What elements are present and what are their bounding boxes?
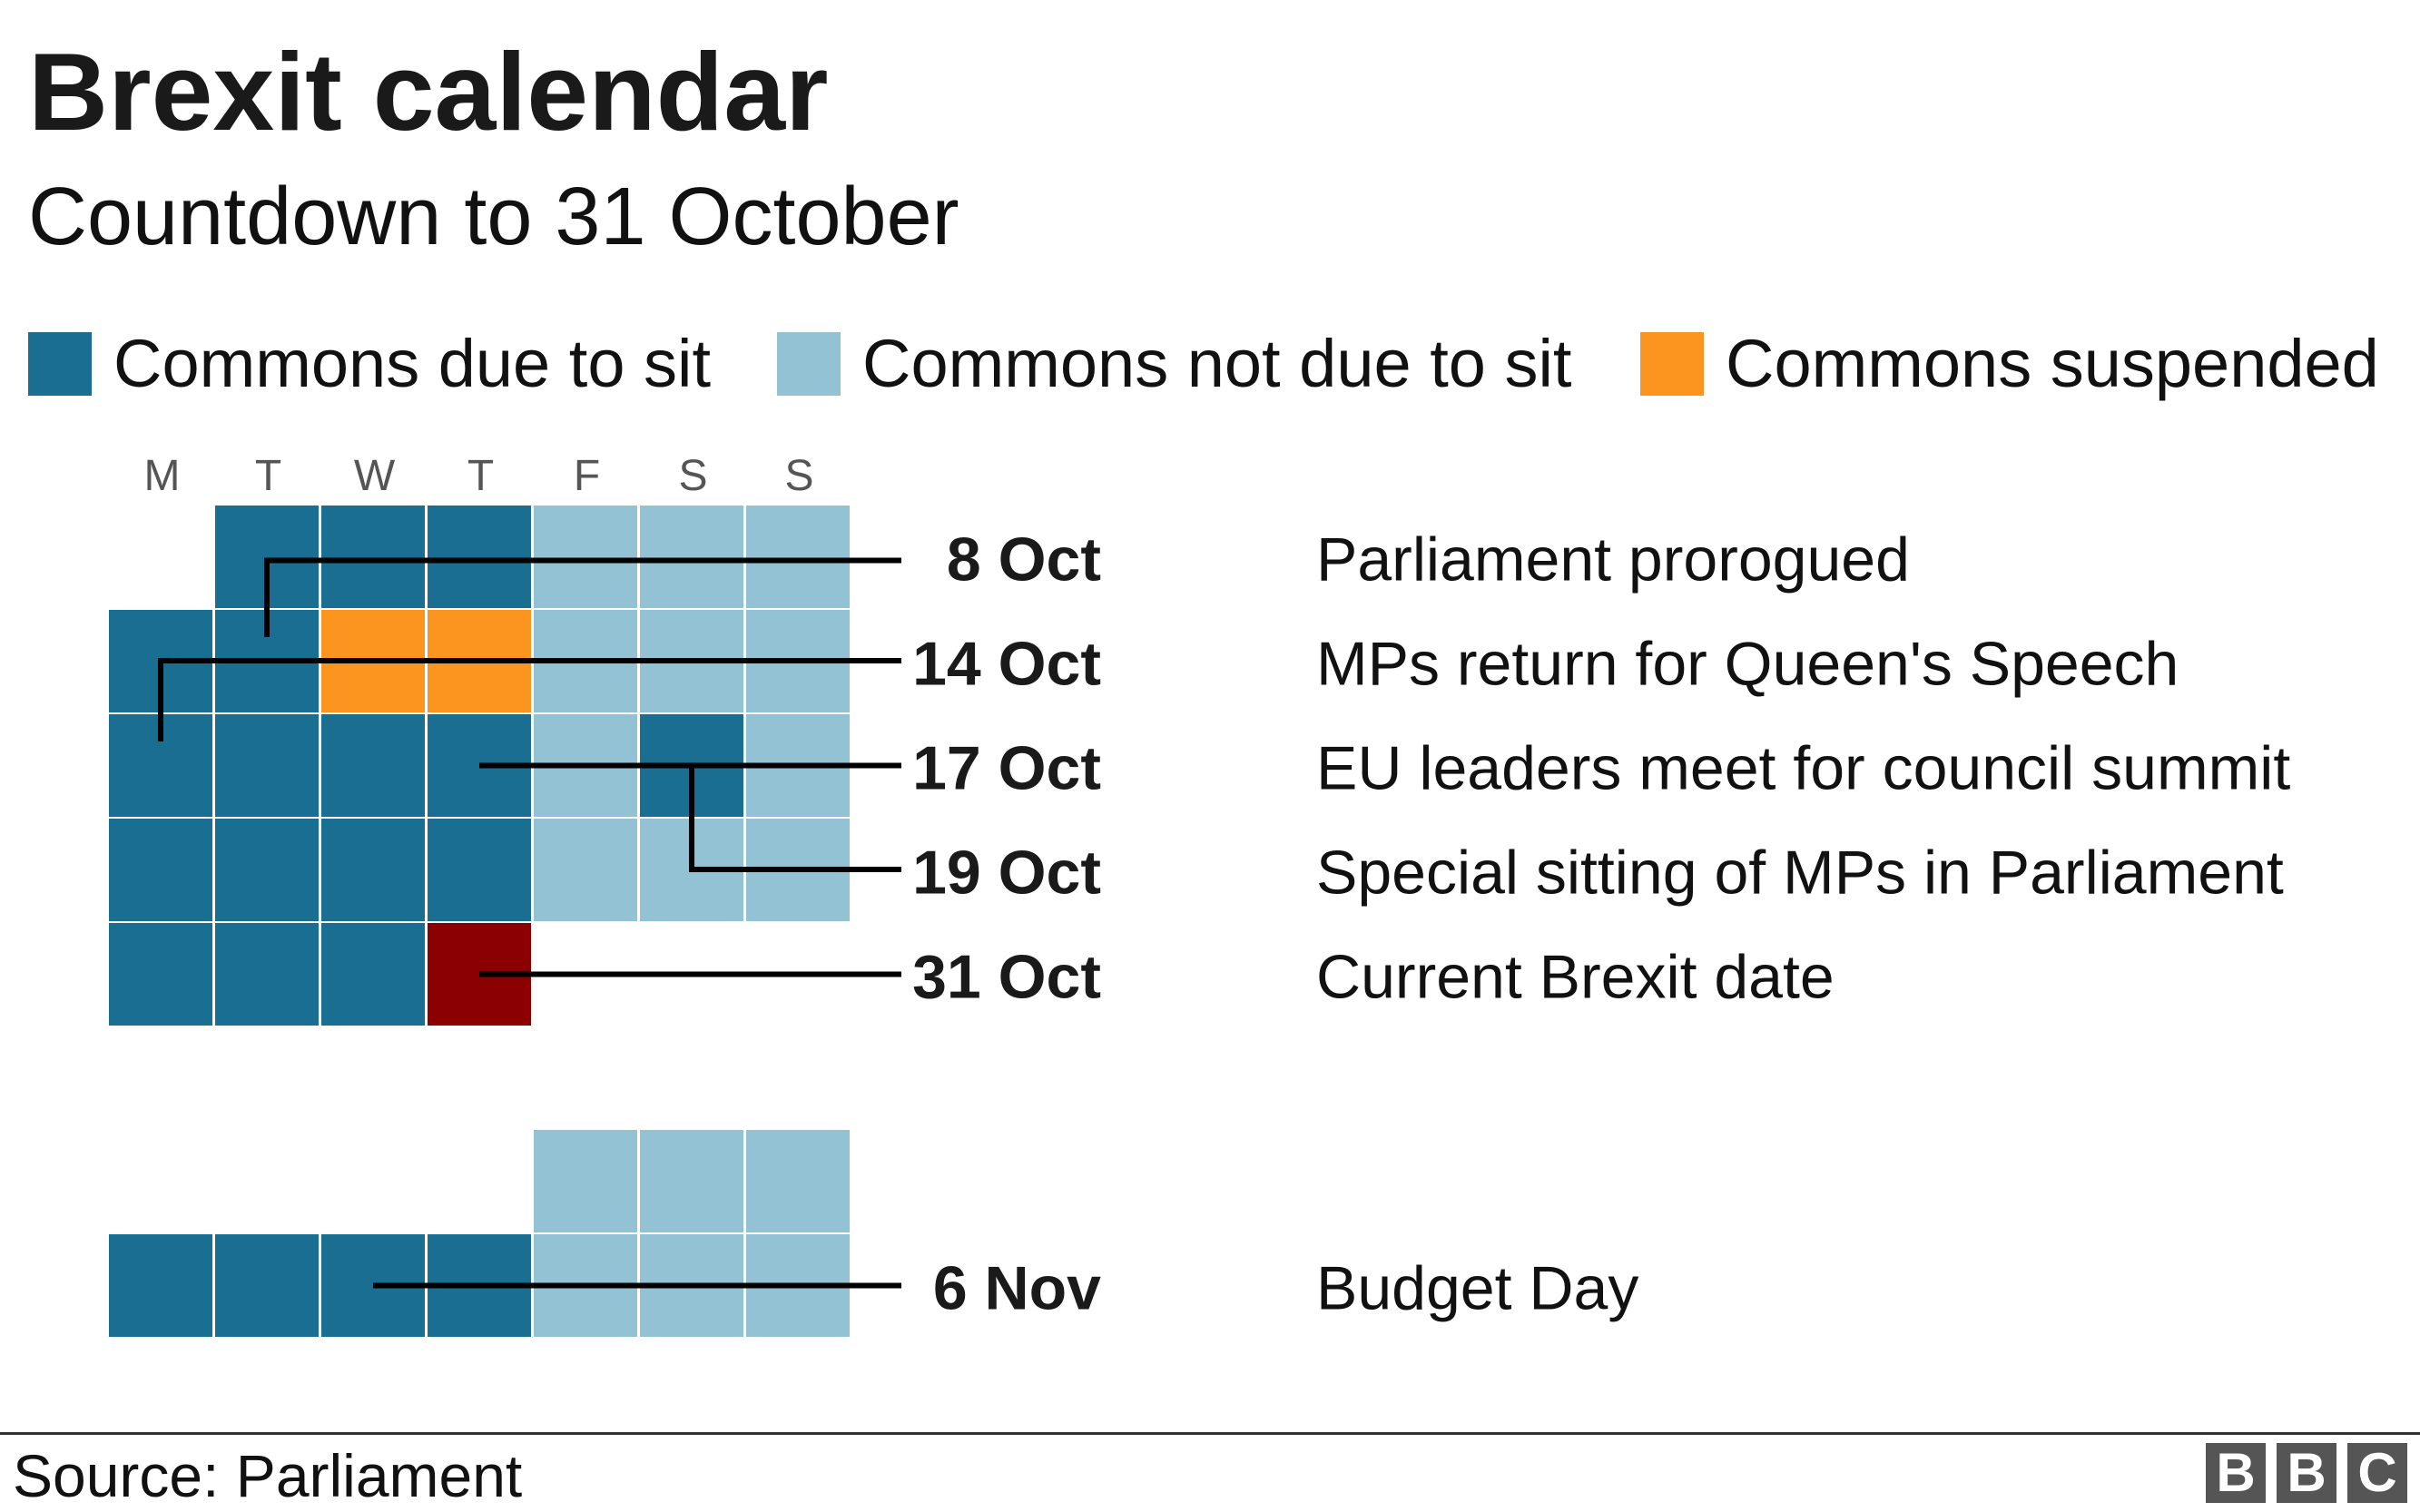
calendar-cell bbox=[321, 819, 425, 921]
calendar-cell bbox=[109, 1234, 212, 1337]
calendar-cell bbox=[321, 923, 425, 1026]
calendar-cell bbox=[109, 819, 212, 921]
legend-item-not-sit: Commons not due to sit bbox=[777, 326, 1572, 401]
day-header-2: W bbox=[354, 452, 396, 500]
leader-line bbox=[264, 557, 901, 637]
calendar-cell bbox=[534, 1130, 637, 1232]
event-description-label: Special sitting of MPs in Parliament bbox=[1316, 839, 2284, 908]
calendar-cell bbox=[640, 1130, 743, 1232]
event-description-label: MPs return for Queen's Speech bbox=[1316, 630, 2179, 699]
event-date-label: 6 Nov bbox=[933, 1254, 1101, 1323]
calendar-cell bbox=[215, 923, 319, 1026]
bbc-logo-letter: B bbox=[2206, 1443, 2266, 1503]
calendar-cell bbox=[746, 506, 850, 608]
legend-swatch-suspended bbox=[1640, 332, 1704, 396]
calendar-cell bbox=[746, 1130, 850, 1232]
bbc-logo: B B C bbox=[2206, 1443, 2407, 1503]
event-description-label: EU leaders meet for council summit bbox=[1316, 734, 2290, 803]
calendar-cell bbox=[534, 819, 637, 921]
legend-label-not-sit: Commons not due to sit bbox=[862, 326, 1572, 401]
day-header-4: F bbox=[574, 452, 600, 500]
calendar-cell bbox=[321, 714, 425, 817]
calendar-cell bbox=[428, 819, 531, 921]
calendar-cell bbox=[215, 819, 319, 921]
day-header-3: T bbox=[467, 452, 494, 500]
calendar-cell bbox=[215, 1234, 319, 1337]
event-date-label: 17 Oct bbox=[912, 734, 1101, 803]
event-description-label: Parliament prorogued bbox=[1316, 525, 1910, 594]
event-date-label: 31 Oct bbox=[912, 943, 1101, 1012]
calendar-cell bbox=[534, 506, 637, 608]
calendar-cell bbox=[215, 714, 319, 817]
day-header-5: S bbox=[678, 452, 707, 500]
bbc-logo-letter: C bbox=[2347, 1443, 2407, 1503]
legend-item-suspended: Commons suspended bbox=[1640, 326, 2379, 401]
day-header-6: S bbox=[784, 452, 813, 500]
legend-item-sit: Commons due to sit bbox=[28, 326, 712, 401]
legend-swatch-sit bbox=[28, 332, 92, 396]
calendar-cell bbox=[321, 506, 425, 608]
event-date-label: 14 Oct bbox=[912, 630, 1101, 699]
chart-title: Brexit calendar bbox=[28, 30, 829, 153]
legend-label-sit: Commons due to sit bbox=[113, 326, 712, 401]
event-description-label: Budget Day bbox=[1316, 1254, 1638, 1323]
day-header-0: M bbox=[144, 452, 181, 500]
calendar-cell bbox=[109, 923, 212, 1026]
event-date-label: 19 Oct bbox=[912, 839, 1101, 908]
calendar-cell bbox=[428, 506, 531, 608]
legend-label-suspended: Commons suspended bbox=[1726, 326, 2379, 401]
chart-subtitle: Countdown to 31 October bbox=[28, 172, 959, 262]
leader-line bbox=[158, 658, 901, 741]
source-note: Source: Parliament bbox=[13, 1442, 523, 1509]
calendar-cell bbox=[640, 506, 743, 608]
legend-swatch-not-sit bbox=[777, 332, 841, 396]
bbc-logo-letter: B bbox=[2277, 1443, 2336, 1503]
leader-line bbox=[689, 765, 901, 872]
event-description-label: Current Brexit date bbox=[1316, 943, 1835, 1012]
day-header-1: T bbox=[255, 452, 281, 500]
event-date-label: 8 Oct bbox=[947, 525, 1101, 594]
footer-divider bbox=[0, 1432, 2420, 1435]
